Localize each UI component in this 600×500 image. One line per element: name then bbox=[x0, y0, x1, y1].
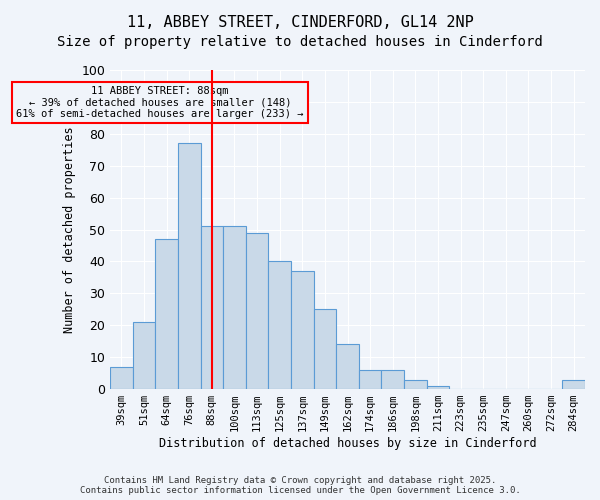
Y-axis label: Number of detached properties: Number of detached properties bbox=[63, 126, 76, 333]
Bar bbox=[133, 322, 155, 389]
Text: 11, ABBEY STREET, CINDERFORD, GL14 2NP: 11, ABBEY STREET, CINDERFORD, GL14 2NP bbox=[127, 15, 473, 30]
Bar bbox=[268, 262, 291, 389]
Text: Size of property relative to detached houses in Cinderford: Size of property relative to detached ho… bbox=[57, 35, 543, 49]
Bar bbox=[336, 344, 359, 389]
Bar bbox=[223, 226, 246, 389]
Bar bbox=[291, 271, 314, 389]
Bar bbox=[200, 226, 223, 389]
Bar bbox=[246, 232, 268, 389]
Bar bbox=[562, 380, 585, 389]
Bar bbox=[155, 239, 178, 389]
Bar bbox=[110, 366, 133, 389]
Bar bbox=[404, 380, 427, 389]
Text: Contains HM Land Registry data © Crown copyright and database right 2025.
Contai: Contains HM Land Registry data © Crown c… bbox=[80, 476, 520, 495]
Bar bbox=[314, 310, 336, 389]
Text: 11 ABBEY STREET: 88sqm
← 39% of detached houses are smaller (148)
61% of semi-de: 11 ABBEY STREET: 88sqm ← 39% of detached… bbox=[16, 86, 304, 119]
Bar bbox=[382, 370, 404, 389]
X-axis label: Distribution of detached houses by size in Cinderford: Distribution of detached houses by size … bbox=[159, 437, 536, 450]
Bar bbox=[427, 386, 449, 389]
Bar bbox=[359, 370, 382, 389]
Bar bbox=[178, 144, 200, 389]
